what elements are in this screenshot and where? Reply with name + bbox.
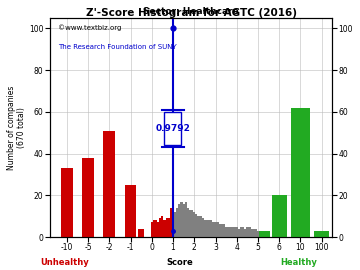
Text: Healthy: Healthy <box>280 258 317 267</box>
Bar <box>242 227 244 237</box>
Bar <box>153 220 155 237</box>
Bar <box>229 227 231 237</box>
Bar <box>208 220 210 237</box>
Bar <box>187 208 189 237</box>
Bar <box>257 231 259 237</box>
Bar <box>155 220 157 237</box>
Bar <box>183 204 185 237</box>
Bar <box>163 220 166 237</box>
Bar <box>176 208 178 237</box>
Text: 0.9792: 0.9792 <box>155 124 190 133</box>
Title: Z'-Score Histogram for AGTC (2016): Z'-Score Histogram for AGTC (2016) <box>86 8 297 18</box>
Bar <box>204 220 206 237</box>
Bar <box>238 229 240 237</box>
Bar <box>225 227 227 237</box>
Bar <box>240 227 242 237</box>
Bar <box>259 231 261 237</box>
Bar <box>206 220 208 237</box>
Bar <box>212 222 215 237</box>
Bar <box>231 227 234 237</box>
Bar <box>197 216 199 237</box>
Bar <box>267 231 270 237</box>
Bar <box>291 108 310 237</box>
Bar <box>61 168 73 237</box>
Bar <box>210 220 212 237</box>
Bar <box>185 201 187 237</box>
Bar <box>172 212 174 237</box>
Bar <box>103 131 115 237</box>
Bar <box>161 216 163 237</box>
Bar <box>248 227 251 237</box>
Bar <box>151 222 153 237</box>
Bar <box>174 212 176 237</box>
Bar <box>215 222 217 237</box>
Y-axis label: Number of companies
(670 total): Number of companies (670 total) <box>7 85 26 170</box>
Bar <box>191 210 193 237</box>
Bar <box>166 218 168 237</box>
Bar <box>178 204 180 237</box>
Bar <box>253 229 255 237</box>
Bar <box>82 158 94 237</box>
Text: Sector: Healthcare: Sector: Healthcare <box>143 7 239 16</box>
Bar <box>234 227 236 237</box>
Text: The Research Foundation of SUNY: The Research Foundation of SUNY <box>58 44 177 50</box>
Bar <box>261 231 263 237</box>
Bar <box>251 229 253 237</box>
Bar <box>221 224 223 237</box>
Bar <box>61 177 73 237</box>
Bar <box>265 231 267 237</box>
Bar <box>263 231 265 237</box>
Bar <box>217 222 219 237</box>
FancyBboxPatch shape <box>164 112 181 145</box>
Text: ©www.textbiz.org: ©www.textbiz.org <box>58 25 122 31</box>
Bar <box>189 210 191 237</box>
Bar <box>219 224 221 237</box>
Bar <box>195 214 197 237</box>
Bar <box>223 224 225 237</box>
Text: Unhealthy: Unhealthy <box>40 258 89 267</box>
Bar <box>199 216 202 237</box>
Bar <box>255 229 257 237</box>
Bar <box>170 208 172 237</box>
Bar <box>246 227 248 237</box>
Bar <box>236 227 238 237</box>
Bar <box>193 212 195 237</box>
Bar <box>314 231 329 237</box>
Text: Score: Score <box>167 258 193 267</box>
Bar <box>138 229 144 237</box>
Bar <box>159 218 161 237</box>
Bar <box>202 218 204 237</box>
Bar <box>272 195 287 237</box>
Bar <box>180 201 183 237</box>
Bar <box>157 222 159 237</box>
Bar <box>244 229 246 237</box>
Bar <box>227 227 229 237</box>
Bar <box>168 218 170 237</box>
Bar <box>125 185 136 237</box>
